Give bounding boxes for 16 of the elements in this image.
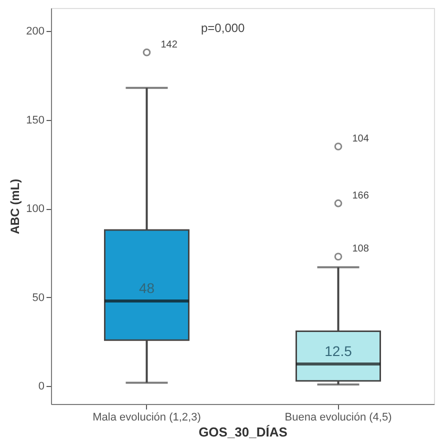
annotation: p=0,000 bbox=[201, 21, 246, 35]
x-tick-label: Buena evolución (4,5) bbox=[284, 412, 392, 424]
annotation: 104 bbox=[352, 134, 370, 145]
y-axis-title: ABC (mL) bbox=[8, 178, 22, 234]
y-tick-label: 200 bbox=[26, 26, 44, 38]
annotation: 142 bbox=[160, 39, 178, 50]
y-tick-label: 50 bbox=[32, 292, 44, 304]
x-axis-title: GOS_30_DÍAS bbox=[198, 424, 288, 440]
annotation: 48 bbox=[138, 280, 155, 296]
annotation: 166 bbox=[352, 190, 370, 202]
annotation: 108 bbox=[352, 244, 370, 255]
y-tick-label: 150 bbox=[26, 114, 44, 126]
x-tick-label: Mala evolución (1,2,3) bbox=[92, 412, 201, 424]
y-tick-label: 0 bbox=[38, 380, 44, 393]
y-tick-label: 100 bbox=[26, 203, 44, 216]
annotation: 12.5 bbox=[324, 343, 352, 360]
